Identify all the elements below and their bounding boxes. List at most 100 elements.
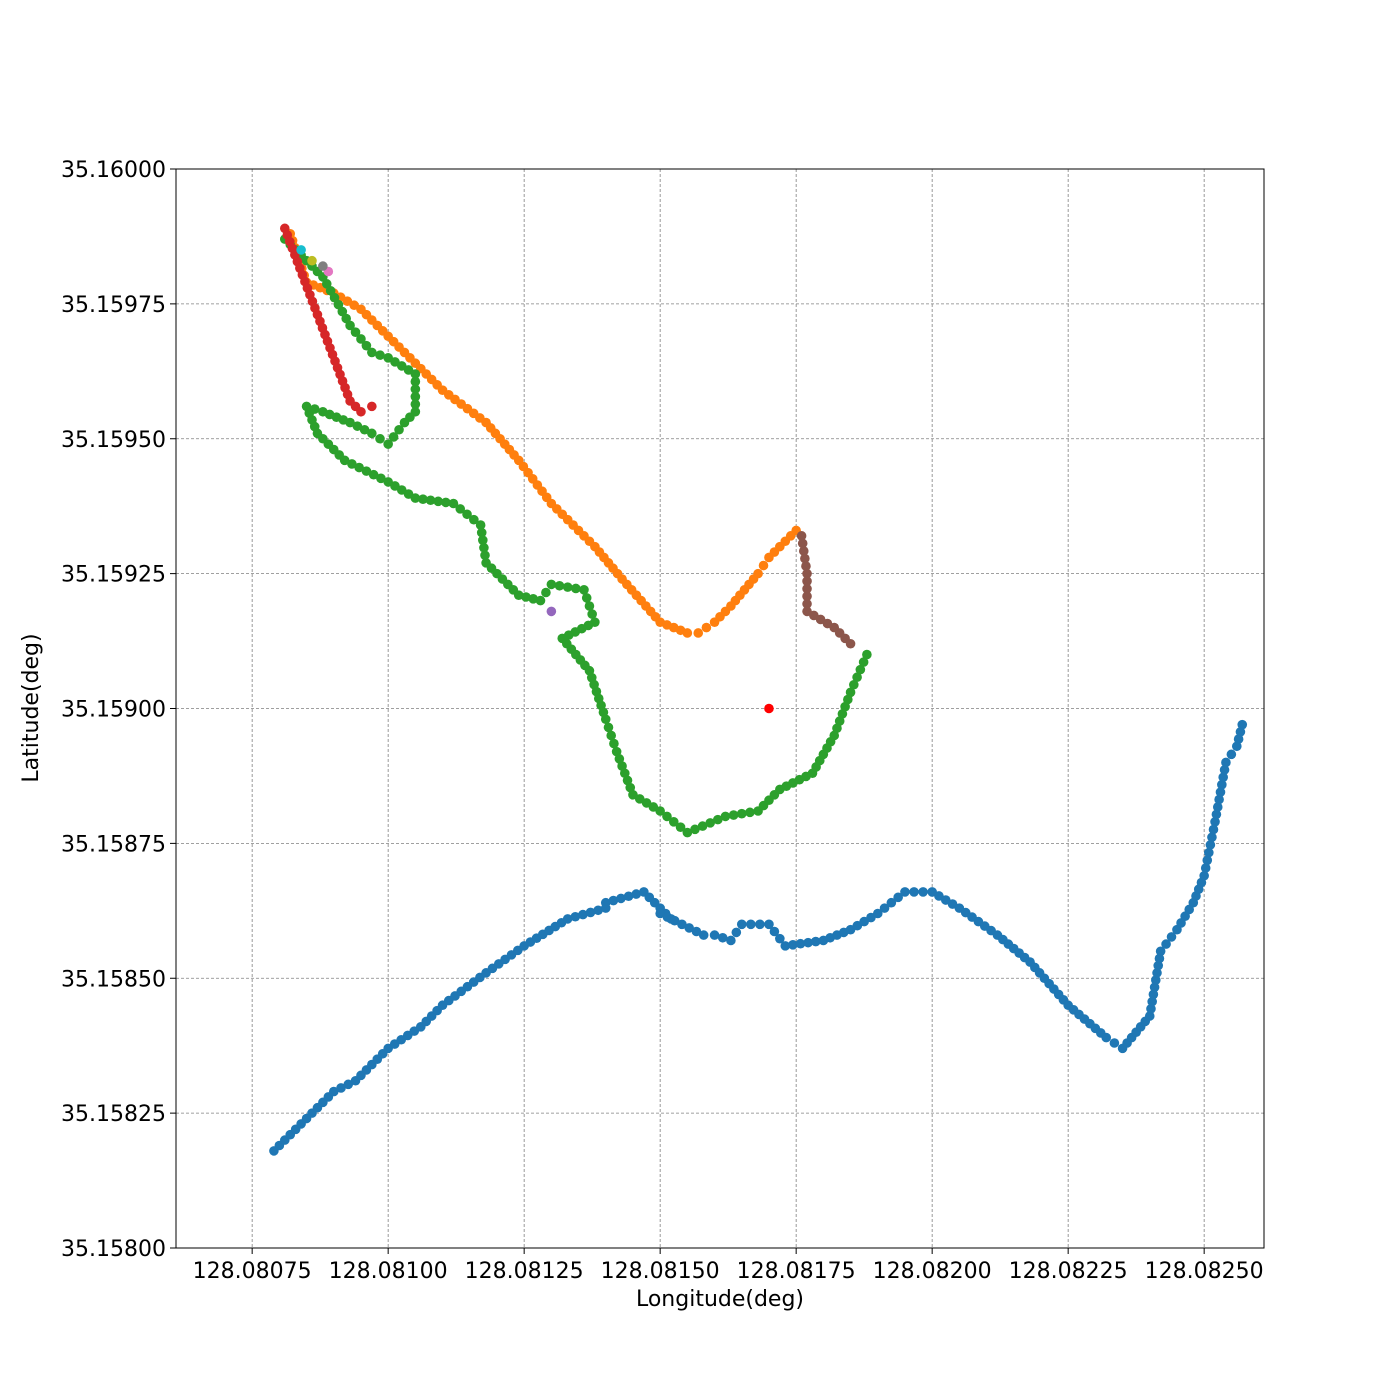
data-point	[753, 568, 763, 579]
data-point	[356, 406, 366, 417]
data-point	[513, 590, 524, 601]
series-10	[764, 703, 774, 714]
data-point	[611, 746, 622, 757]
data-point	[886, 897, 897, 908]
data-point	[879, 903, 890, 913]
data-point	[347, 459, 357, 469]
data-point	[709, 930, 720, 940]
data-point	[832, 723, 842, 734]
data-point	[684, 923, 694, 933]
data-point	[802, 583, 812, 594]
data-point	[1151, 975, 1161, 985]
data-point	[343, 1079, 354, 1090]
data-point	[614, 754, 625, 764]
series-8	[307, 255, 317, 266]
data-point	[669, 915, 680, 926]
y-tick-label: 35.16000	[61, 158, 166, 183]
data-point	[579, 585, 589, 595]
data-point	[480, 550, 490, 561]
data-point	[475, 520, 486, 530]
data-point	[858, 657, 869, 667]
data-point	[802, 599, 812, 609]
y-tick-label: 35.15800	[61, 1237, 166, 1262]
data-point	[535, 595, 546, 606]
y-tick-label: 35.15850	[61, 967, 166, 992]
data-point	[837, 709, 848, 719]
data-point	[726, 935, 736, 946]
data-point	[425, 495, 436, 506]
data-point	[1146, 1004, 1156, 1014]
data-point	[620, 768, 630, 779]
data-point	[834, 716, 845, 726]
data-point	[691, 926, 702, 937]
data-point	[603, 722, 614, 733]
data-point	[1214, 794, 1224, 805]
data-point	[587, 609, 597, 619]
data-point	[872, 908, 883, 919]
data-point	[1205, 840, 1216, 850]
data-point	[697, 821, 708, 831]
data-point	[829, 730, 840, 741]
data-point	[1148, 989, 1159, 1000]
data-point	[1218, 772, 1228, 783]
series-2	[280, 234, 872, 838]
data-point	[1233, 734, 1244, 744]
data-point	[410, 399, 421, 410]
data-point	[593, 905, 603, 916]
series-0	[269, 719, 1248, 1156]
data-point	[1210, 816, 1220, 827]
data-point	[701, 622, 712, 633]
data-point	[318, 406, 328, 417]
data-point	[1212, 802, 1223, 812]
data-point	[600, 897, 611, 908]
data-point	[775, 933, 785, 944]
data-point	[1166, 932, 1177, 942]
data-point	[410, 384, 421, 394]
data-point	[570, 911, 581, 922]
data-point	[1226, 749, 1237, 760]
data-point	[1202, 855, 1213, 866]
data-point	[862, 649, 872, 660]
data-point	[479, 542, 489, 553]
data-point	[788, 940, 798, 950]
data-point	[668, 816, 679, 827]
data-point	[410, 369, 421, 379]
data-point	[462, 509, 472, 520]
data-point	[469, 514, 479, 525]
data-point	[521, 592, 531, 602]
data-point	[448, 498, 459, 509]
data-point	[720, 811, 731, 822]
data-point	[769, 926, 780, 937]
data-point	[345, 320, 355, 331]
data-point	[352, 421, 363, 431]
data-point	[802, 591, 812, 602]
data-point	[662, 811, 672, 822]
data-point	[546, 606, 557, 617]
data-point	[367, 347, 377, 358]
data-point	[845, 687, 856, 698]
data-point	[399, 417, 410, 428]
data-point	[746, 919, 756, 930]
data-point	[1237, 719, 1248, 730]
data-point	[1217, 779, 1227, 790]
data-point	[840, 701, 850, 712]
data-point	[780, 941, 791, 951]
x-tick-label: 128.08100	[329, 1259, 448, 1284]
x-tick-label: 128.08200	[873, 1259, 992, 1284]
data-point	[803, 937, 813, 948]
data-point	[655, 908, 665, 919]
data-point	[1208, 824, 1219, 835]
data-point	[705, 818, 716, 828]
data-point	[1215, 787, 1226, 797]
data-point	[755, 919, 765, 930]
data-point	[318, 261, 328, 271]
data-point	[758, 560, 769, 571]
data-point	[796, 531, 807, 541]
data-point	[476, 527, 487, 538]
y-tick-label: 35.15950	[61, 428, 166, 453]
data-point	[736, 808, 747, 819]
data-point	[918, 887, 928, 897]
data-point	[296, 245, 306, 255]
data-point	[736, 919, 747, 930]
data-points	[269, 223, 1248, 1156]
